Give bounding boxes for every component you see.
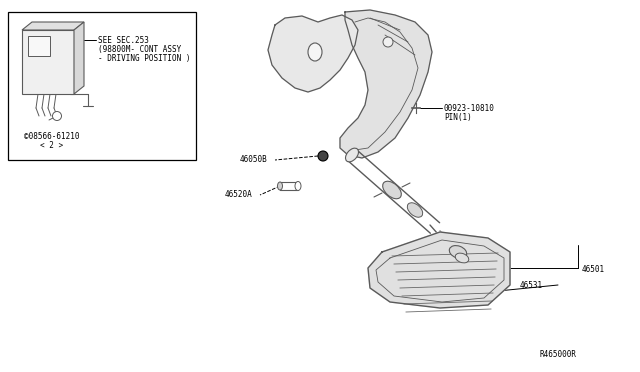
Text: SEE SEC.253: SEE SEC.253 — [98, 36, 149, 45]
Ellipse shape — [383, 37, 393, 47]
Text: ©08566-61210: ©08566-61210 — [24, 132, 79, 141]
Ellipse shape — [383, 181, 401, 199]
Bar — [8, 12, 196, 160]
Polygon shape — [22, 22, 84, 30]
Text: 46050B: 46050B — [240, 155, 268, 164]
Polygon shape — [22, 30, 74, 94]
Polygon shape — [368, 232, 510, 308]
Text: < 2 >: < 2 > — [40, 141, 63, 150]
Text: 46501: 46501 — [582, 265, 605, 274]
Text: PIN(1): PIN(1) — [444, 113, 472, 122]
Circle shape — [52, 112, 61, 121]
Ellipse shape — [278, 182, 282, 190]
Text: (98800M- CONT ASSY: (98800M- CONT ASSY — [98, 45, 181, 54]
Text: 00923-10810: 00923-10810 — [444, 104, 495, 113]
Polygon shape — [74, 22, 84, 94]
Polygon shape — [340, 10, 432, 158]
Ellipse shape — [455, 253, 468, 263]
Ellipse shape — [407, 203, 422, 217]
Ellipse shape — [295, 182, 301, 190]
Ellipse shape — [449, 246, 467, 259]
Text: 46531: 46531 — [520, 281, 543, 290]
Ellipse shape — [346, 148, 358, 162]
Text: - DRIVING POSITION ): - DRIVING POSITION ) — [98, 54, 191, 63]
Text: 46520A: 46520A — [225, 190, 253, 199]
Polygon shape — [268, 15, 358, 92]
Ellipse shape — [308, 43, 322, 61]
Circle shape — [318, 151, 328, 161]
Bar — [28, 36, 50, 56]
Text: R465000R: R465000R — [540, 350, 577, 359]
